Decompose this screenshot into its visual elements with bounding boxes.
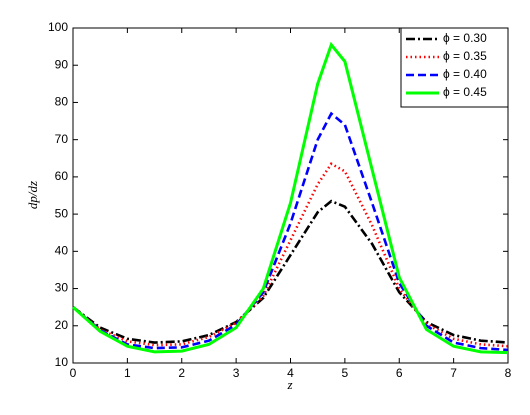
x-tick-label: 2 xyxy=(178,366,185,380)
y-tick-label: 30 xyxy=(55,281,69,295)
y-axis-label: dp/dz xyxy=(25,181,40,209)
x-tick-label: 4 xyxy=(287,366,294,380)
y-tick-label: 50 xyxy=(55,206,69,220)
legend-box xyxy=(400,27,509,108)
legend-label: ϕ = 0.35 xyxy=(443,49,487,63)
x-tick-label: 5 xyxy=(342,366,349,380)
x-tick-label: 1 xyxy=(124,366,131,380)
legend-label: ϕ = 0.40 xyxy=(443,67,487,81)
x-tick-label: 7 xyxy=(450,366,457,380)
y-tick-label: 10 xyxy=(55,355,69,369)
x-tick-label: 0 xyxy=(70,366,77,380)
y-tick-label: 40 xyxy=(55,244,69,258)
y-tick-label: 90 xyxy=(55,57,69,71)
data-line xyxy=(72,199,509,344)
x-tick-label: 8 xyxy=(505,366,512,380)
y-tick-label: 60 xyxy=(55,169,69,183)
x-tick-label: 3 xyxy=(233,366,240,380)
y-tick-label: 80 xyxy=(55,95,69,109)
y-tick-label: 70 xyxy=(55,132,69,146)
y-tick-label: 20 xyxy=(55,318,69,332)
x-tick-label: 6 xyxy=(396,366,403,380)
data-line xyxy=(72,111,509,352)
y-tick-label: 100 xyxy=(48,20,68,34)
x-axis-label: z xyxy=(286,377,292,392)
data-line xyxy=(72,41,509,355)
legend-label: ϕ = 0.30 xyxy=(443,31,487,45)
legend-label: ϕ = 0.45 xyxy=(443,85,487,99)
